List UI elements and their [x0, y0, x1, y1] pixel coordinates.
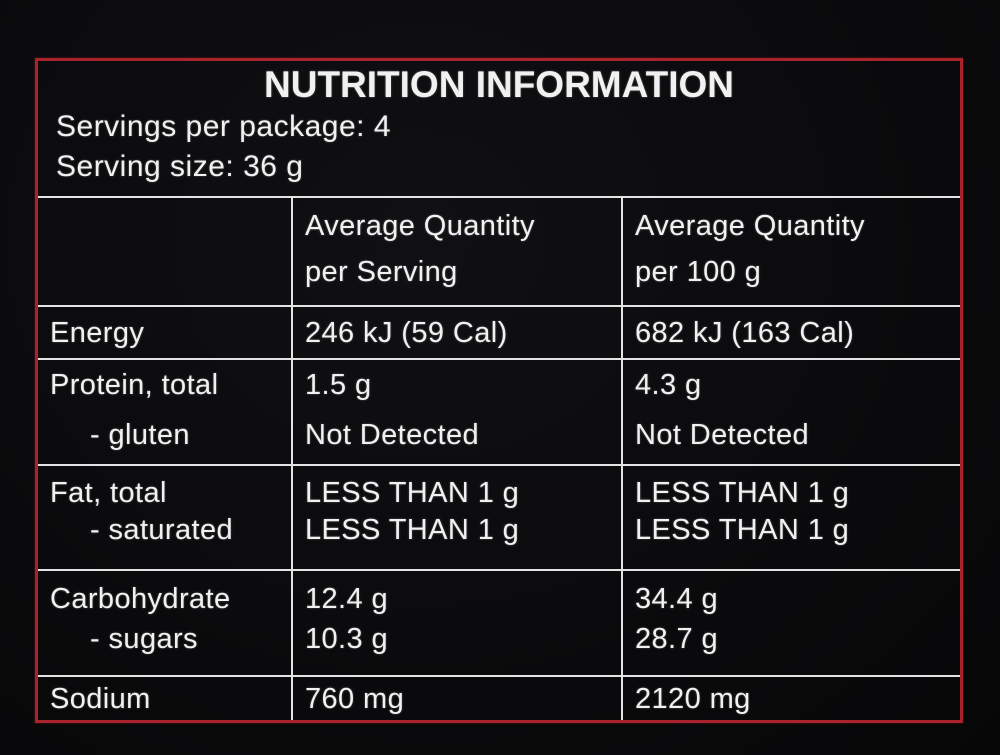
sodium-name-cell: Sodium [38, 675, 291, 720]
carbohydrate-name-cell: Carbohydrate - sugars [38, 569, 291, 675]
carbohydrate-per-100g-cell: 34.4 g 28.7 g [621, 569, 960, 675]
sodium-per-serving-cell: 760 mg [291, 675, 621, 720]
label-header-section: NUTRITION INFORMATION Servings per packa… [38, 61, 960, 196]
header-per-serving-line2: per Serving [305, 256, 458, 288]
fat-name-cell: Fat, total - saturated [38, 464, 291, 569]
header-per-100g-line1: Average Quantity [635, 210, 865, 242]
energy-label: Energy [50, 316, 145, 349]
fat-saturated-label: - saturated [90, 514, 234, 546]
header-cell-per-serving: Average Quantity per Serving [291, 198, 621, 305]
fat-per-serving-cell: LESS THAN 1 g LESS THAN 1 g [291, 464, 621, 569]
sodium-per-100g-cell: 2120 mg [621, 675, 960, 720]
serving-size-line: Serving size: 36 g [56, 150, 304, 183]
header-per-100g-line2: per 100 g [635, 256, 762, 288]
protein-gluten-label: - gluten [90, 419, 190, 451]
carbohydrate-sugars-per-100g-value: 28.7 g [635, 623, 719, 655]
energy-per-serving-cell: 246 kJ (59 Cal) [291, 305, 621, 358]
sodium-per-100g-value: 2120 mg [635, 682, 751, 715]
label-title: NUTRITION INFORMATION [264, 64, 734, 105]
sodium-per-serving-value: 760 mg [305, 682, 405, 715]
carbohydrate-per-100g-value: 34.4 g [635, 583, 719, 615]
protein-total-per-serving-value: 1.5 g [305, 369, 372, 401]
carbohydrate-per-serving-value: 12.4 g [305, 583, 389, 615]
nutrition-label: NUTRITION INFORMATION Servings per packa… [35, 58, 963, 723]
protein-gluten-per-serving-value: Not Detected [305, 419, 480, 451]
protein-total-per-100g-value: 4.3 g [635, 369, 702, 401]
protein-total-label: Protein, total [50, 369, 219, 401]
carbohydrate-label: Carbohydrate [50, 583, 231, 615]
protein-gluten-per-100g-value: Not Detected [635, 419, 810, 451]
fat-saturated-per-100g-value: LESS THAN 1 g [635, 514, 850, 546]
carbohydrate-sugars-label: - sugars [90, 623, 198, 655]
fat-saturated-per-serving-value: LESS THAN 1 g [305, 514, 520, 546]
energy-name-cell: Energy [38, 305, 291, 358]
protein-name-cell: Protein, total - gluten [38, 358, 291, 464]
carbohydrate-sugars-per-serving-value: 10.3 g [305, 623, 389, 655]
energy-per-100g-value: 682 kJ (163 Cal) [635, 316, 855, 349]
header-cell-per-100g: Average Quantity per 100 g [621, 198, 960, 305]
sodium-label: Sodium [50, 682, 151, 715]
fat-per-100g-cell: LESS THAN 1 g LESS THAN 1 g [621, 464, 960, 569]
fat-total-per-serving-value: LESS THAN 1 g [305, 477, 520, 509]
protein-per-100g-cell: 4.3 g Not Detected [621, 358, 960, 464]
servings-per-package-line: Servings per package: 4 [56, 110, 392, 143]
carbohydrate-per-serving-cell: 12.4 g 10.3 g [291, 569, 621, 675]
header-per-serving-line1: Average Quantity [305, 210, 535, 242]
protein-per-serving-cell: 1.5 g Not Detected [291, 358, 621, 464]
nutrition-table: Average Quantity per Serving Average Qua… [38, 196, 960, 720]
energy-per-100g-cell: 682 kJ (163 Cal) [621, 305, 960, 358]
energy-per-serving-value: 246 kJ (59 Cal) [305, 316, 508, 349]
fat-total-per-100g-value: LESS THAN 1 g [635, 477, 850, 509]
header-cell-blank [38, 198, 291, 305]
fat-total-label: Fat, total [50, 477, 167, 509]
